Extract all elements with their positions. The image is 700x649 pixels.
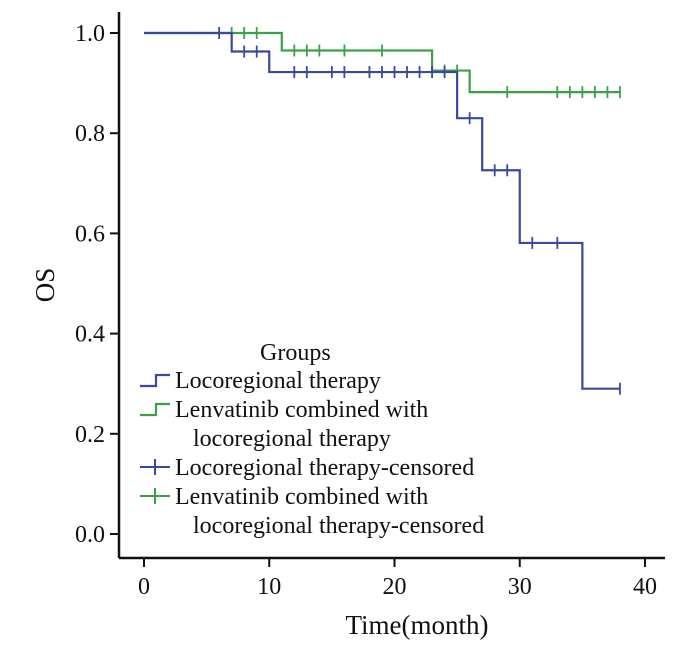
x-axis-label: Time(month) — [345, 610, 488, 640]
legend-title: Groups — [260, 340, 331, 366]
x-tick-label: 0 — [138, 574, 150, 600]
y-tick-label: 0.4 — [75, 322, 105, 348]
y-tick-label: 1.0 — [75, 21, 105, 47]
y-axis-label: OS — [30, 268, 60, 303]
y-tick-label: 0.6 — [75, 221, 105, 247]
legend-entry-label: Lenvatinib combined with — [175, 397, 428, 423]
legend-entry-label: locoregional therapy-censored — [193, 513, 484, 539]
legend-swatch-step — [140, 373, 170, 388]
legend-entry-label: Locoregional therapy-censored — [175, 455, 474, 481]
plot-area — [144, 27, 621, 395]
axes-group: 0.0 0.2 0.4 0.6 0.8 1.0 0 10 20 30 40 — [75, 12, 665, 600]
legend-entry-label: Lenvatinib combined with — [175, 484, 428, 510]
legend-swatch-step — [140, 402, 170, 417]
legend-entry-label: Locoregional therapy — [175, 368, 381, 394]
y-tick-label: 0.0 — [75, 522, 105, 548]
x-tick-label: 30 — [508, 574, 532, 600]
y-tick-label: 0.8 — [75, 121, 105, 147]
x-tick-label: 40 — [633, 574, 657, 600]
y-tick-label: 0.2 — [75, 422, 105, 448]
legend-entry-label: locoregional therapy — [193, 426, 391, 452]
series-line-1 — [144, 31, 620, 94]
x-tick-label: 10 — [257, 574, 281, 600]
x-tick-label: 20 — [383, 574, 407, 600]
